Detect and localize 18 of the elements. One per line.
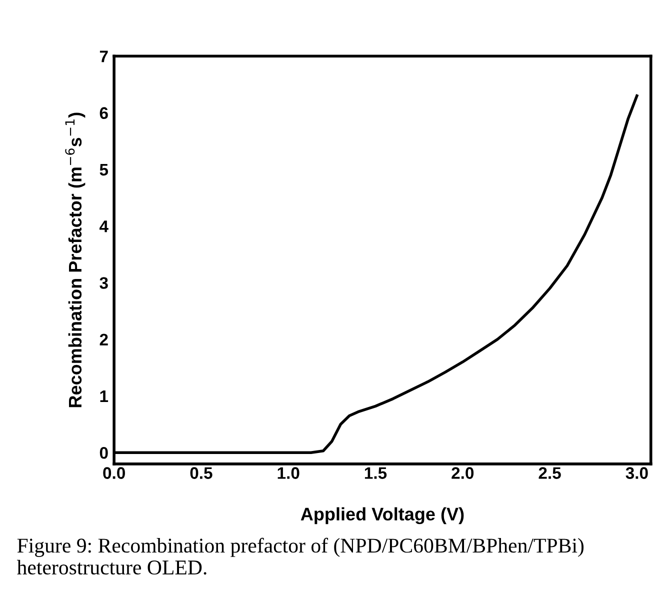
x-tick-label: 3.0 — [626, 467, 648, 479]
y-tick-label: 7 — [100, 50, 108, 62]
y-tick-label: 6 — [100, 107, 108, 119]
x-tick-label: 1.5 — [364, 467, 387, 479]
y-tick-label: 1 — [100, 390, 108, 402]
y-tick-label: 4 — [100, 220, 108, 232]
caption: Figure 9: Recombination prefactor of (NPD/PC60BM/BPhen/TPBi) heterostructure OLED. — [16, 538, 584, 575]
x-tick-label: 2.5 — [538, 467, 561, 479]
x-axis-title: Applied Voltage (V) — [300, 507, 464, 524]
x-tick-label: 2.0 — [452, 467, 474, 479]
x-tick-label: 0.0 — [103, 467, 125, 479]
y-tick-label: 2 — [100, 334, 108, 346]
x-tick-label: 1.0 — [278, 467, 300, 479]
x-tick-label: 0.5 — [190, 467, 212, 479]
y-axis-title: Recombination Prefactor (m$^{−6}$s$^{−1}$) — [65, 112, 86, 408]
y-tick-label: 5 — [100, 164, 108, 176]
y-tick-label: 0 — [100, 447, 108, 459]
y-tick-label: 3 — [100, 277, 108, 289]
